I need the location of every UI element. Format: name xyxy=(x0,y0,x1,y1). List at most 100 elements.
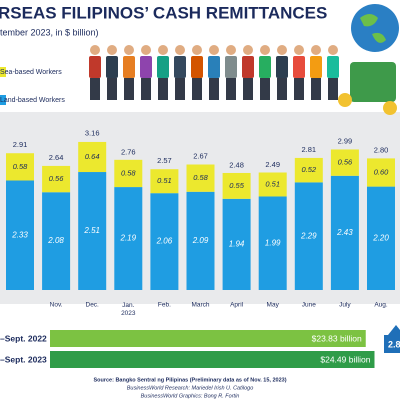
chart-subtitle: tember 2023, in $ billion) xyxy=(0,27,99,37)
worker-head xyxy=(90,45,100,55)
segment-label: 0.60 xyxy=(374,167,389,176)
cumulative-value-label: $23.83 billion xyxy=(312,333,362,343)
worker-head xyxy=(192,45,202,55)
land-based-bar xyxy=(114,187,143,290)
worker-legs xyxy=(175,78,185,100)
worker-legs xyxy=(328,78,338,100)
worker-body xyxy=(242,56,254,78)
land-based-bar xyxy=(78,172,107,290)
segment-label: 1.99 xyxy=(265,238,281,247)
worker-legs xyxy=(124,78,134,100)
legend-label: Sea-based Workers xyxy=(0,69,62,76)
x-tick-label: May xyxy=(267,302,280,309)
worker-legs xyxy=(107,78,117,100)
segment-label: 2.43 xyxy=(336,228,353,237)
land-based-bar xyxy=(186,191,215,290)
worker-legs xyxy=(192,78,202,100)
sea-based-bar xyxy=(367,158,395,187)
total-label: 2.81 xyxy=(301,145,316,154)
worker-legs xyxy=(243,78,253,100)
segment-label: 2.08 xyxy=(47,236,64,245)
worker-body xyxy=(208,56,220,78)
worker-body xyxy=(174,56,186,78)
segment-label: 2.19 xyxy=(120,234,137,243)
segment-label: 0.51 xyxy=(265,179,280,188)
cumulative-value-label: $24.49 billion xyxy=(320,354,370,364)
segment-label: 0.55 xyxy=(229,181,244,190)
total-label: 2.48 xyxy=(229,160,244,169)
total-label: 2.91 xyxy=(13,140,28,149)
x-tick-label: March xyxy=(191,302,209,309)
land-based-bar xyxy=(150,193,179,290)
total-label: 2.49 xyxy=(265,160,280,169)
worker-head xyxy=(209,45,219,55)
worker-legs xyxy=(226,78,236,100)
cumulative-category: –Sept. 2022 xyxy=(0,333,47,343)
worker-body xyxy=(225,56,237,78)
total-label: 2.80 xyxy=(374,145,389,154)
segment-label: 0.58 xyxy=(121,168,136,177)
source: Source: Bangko Sentral ng Pilipinas (Pre… xyxy=(93,377,286,383)
sea-based-bar xyxy=(222,172,251,199)
chart-title: RSEAS FILIPINOS’ CASH REMITTANCES xyxy=(0,3,327,22)
sea-based-bar xyxy=(330,149,359,176)
total-label: 2.67 xyxy=(193,151,208,160)
worker-head xyxy=(175,45,185,55)
worker-body xyxy=(276,56,288,78)
worker-head xyxy=(158,45,168,55)
worker-legs xyxy=(294,78,304,100)
legend-swatch xyxy=(0,67,6,77)
worker-legs xyxy=(260,78,270,100)
growth-box xyxy=(384,335,400,353)
worker-body xyxy=(310,56,322,78)
worker-legs xyxy=(141,78,151,100)
land-based-bar xyxy=(367,186,395,290)
sea-based-bar xyxy=(78,141,107,173)
land-based-bar xyxy=(6,180,34,290)
legend-label: Land-based Workers xyxy=(0,97,65,104)
x-tick-label-line: 2023 xyxy=(121,310,136,317)
worker-head xyxy=(277,45,287,55)
land-based-bar xyxy=(258,196,287,290)
cumulative-bar xyxy=(50,330,366,347)
worker-legs xyxy=(277,78,287,100)
segment-label: 0.64 xyxy=(85,152,100,161)
x-tick-label: April xyxy=(230,302,244,309)
sea-based-bar xyxy=(6,153,34,181)
worker-head xyxy=(124,45,134,55)
worker-body xyxy=(140,56,152,78)
segment-label: 2.20 xyxy=(372,233,389,242)
worker-head xyxy=(243,45,253,55)
total-label: 2.64 xyxy=(49,153,64,162)
cumulative-bar xyxy=(50,351,375,368)
worker-legs xyxy=(90,78,100,100)
worker-legs xyxy=(209,78,219,100)
cumulative-category: –Sept. 2023 xyxy=(0,354,47,364)
segment-label: 0.58 xyxy=(193,173,208,182)
total-label: 2.99 xyxy=(338,136,353,145)
sea-based-bar xyxy=(114,159,143,188)
sea-based-bar xyxy=(150,169,179,194)
segment-label: 2.33 xyxy=(11,230,28,239)
segment-label: 0.52 xyxy=(301,165,316,174)
worker-head xyxy=(311,45,321,55)
worker-body xyxy=(327,56,339,78)
total-label: 3.16 xyxy=(85,128,100,137)
worker-body xyxy=(106,56,118,78)
worker-body xyxy=(89,56,101,78)
total-label: 2.76 xyxy=(121,147,136,156)
x-tick-label: June xyxy=(302,302,316,309)
research-credit: BusinessWorld Research: Mariedel Irish U… xyxy=(127,385,254,391)
segment-label: 2.29 xyxy=(300,231,317,240)
legend-swatch xyxy=(0,95,6,105)
worker-body xyxy=(123,56,135,78)
growth-arrow xyxy=(388,325,400,335)
worker-body xyxy=(259,56,271,78)
worker-head xyxy=(328,45,338,55)
segment-label: 2.51 xyxy=(83,226,100,235)
coin xyxy=(383,101,397,115)
sea-based-bar xyxy=(258,172,287,197)
sea-based-bar xyxy=(42,165,71,193)
segment-label: 0.56 xyxy=(49,174,64,183)
money-stack xyxy=(350,62,396,102)
